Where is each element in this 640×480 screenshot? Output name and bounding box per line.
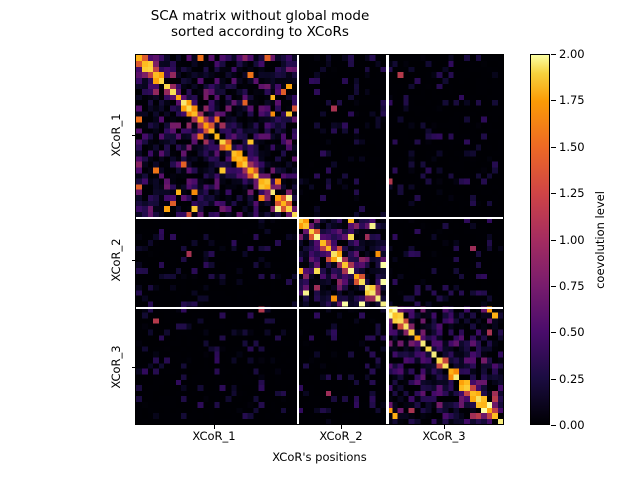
heatmap-axes — [135, 54, 504, 425]
colorbar-tick-mark — [551, 193, 556, 195]
colorbar-tick-label: 0.00 — [559, 418, 585, 432]
xtick-label-xcor2: XCoR_2 — [319, 429, 363, 443]
block-separator-horizontal-2 — [136, 306, 503, 310]
ytick-label-xcor3-text: XCoR_3 — [109, 345, 123, 389]
ytick-mark — [131, 367, 135, 368]
figure-title: SCA matrix without global mode sorted ac… — [150, 8, 370, 40]
colorbar-tick-label: 1.50 — [559, 139, 585, 154]
block-separator-vertical-1 — [296, 55, 300, 424]
block-separator-vertical-2 — [386, 55, 389, 424]
colorbar-tick-mark — [551, 425, 556, 426]
colorbar-tick-label: 0.25 — [559, 371, 585, 386]
colorbar-tick-mark — [551, 100, 556, 102]
xaxis-label: XCoR's positions — [272, 450, 367, 464]
colorbar-tick-label: 0.50 — [559, 325, 585, 340]
colorbar-tick-mark — [551, 239, 556, 241]
colorbar-label-text: coevolution level — [593, 191, 607, 289]
colorbar-tick-mark — [551, 54, 556, 55]
colorbar-tick-label: 1.75 — [559, 93, 585, 108]
xtick-mark — [341, 425, 342, 429]
colorbar-tick-mark — [551, 332, 556, 334]
colorbar-tick-mark — [551, 285, 556, 287]
colorbar-tick-mark — [551, 146, 556, 148]
block-separator-horizontal-1 — [136, 216, 503, 220]
ytick-label-xcor1-text: XCoR_1 — [109, 113, 123, 157]
xtick-label-xcor3: XCoR_3 — [422, 429, 466, 443]
colorbar-tick-label: 2.00 — [559, 47, 585, 61]
xtick-label-xcor1: XCoR_1 — [192, 429, 236, 443]
xtick-mark — [214, 425, 215, 429]
colorbar-tick-mark — [551, 378, 556, 380]
colorbar-tick-label: 1.25 — [559, 186, 585, 201]
ytick-label-xcor2-text: XCoR_2 — [109, 238, 123, 282]
sca-matrix-heatmap — [136, 55, 503, 424]
colorbar-tick-label: 0.75 — [559, 278, 585, 293]
xtick-mark — [444, 425, 445, 429]
colorbar-tick-label: 1.00 — [559, 232, 585, 247]
ytick-mark — [131, 135, 135, 136]
ytick-mark — [131, 260, 135, 261]
colorbar — [530, 54, 550, 425]
